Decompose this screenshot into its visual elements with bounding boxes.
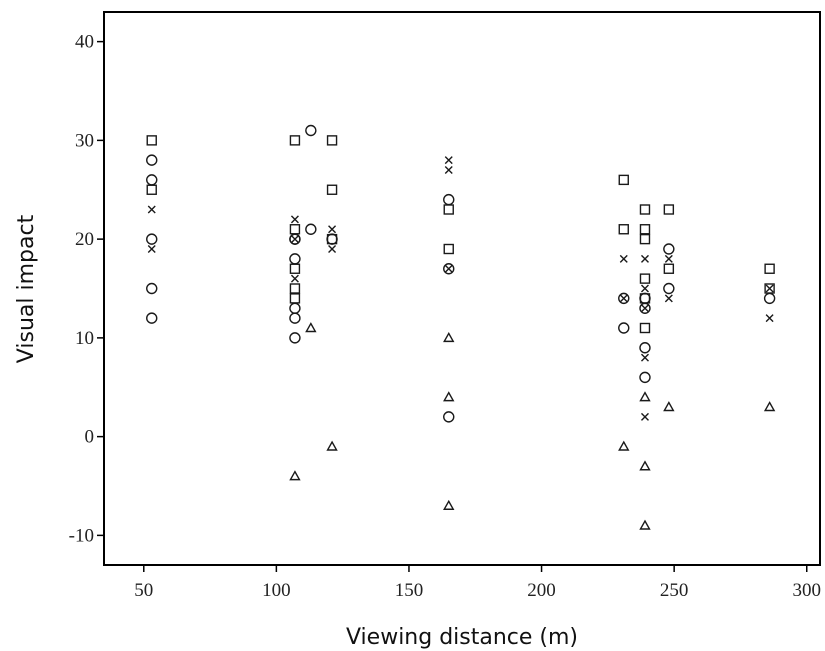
circle-marker [289, 302, 301, 314]
cross-marker [147, 205, 156, 214]
circle-marker [146, 312, 158, 324]
y-axis: -10 0 10 20 30 40 [69, 32, 104, 546]
cross-marker [328, 225, 337, 234]
x-axis-title: Viewing distance (m) [346, 625, 578, 650]
cross-marker [640, 412, 649, 421]
circle-cross-marker [443, 263, 455, 275]
cross-marker [444, 156, 453, 165]
square-marker [639, 273, 651, 284]
y-axis-title: Visual impact [14, 214, 39, 363]
square-marker [289, 293, 301, 304]
square-marker [639, 204, 651, 215]
circle-marker [305, 124, 317, 137]
y-tick-label: 10 [75, 328, 94, 349]
square-marker [764, 263, 775, 274]
circle-marker [146, 282, 158, 295]
circle-marker [639, 371, 651, 384]
y-tick-label: 30 [75, 130, 94, 151]
square-marker [663, 263, 675, 274]
square-marker [289, 135, 301, 146]
square-marker [443, 204, 454, 215]
circle-marker [305, 223, 317, 235]
cross-marker [765, 314, 774, 323]
plot-frame [103, 11, 821, 566]
x-tick-label: 150 [395, 580, 424, 601]
square-marker [618, 174, 629, 186]
triangle-marker [443, 499, 455, 510]
triangle-marker [289, 470, 301, 481]
x-tick-label: 300 [792, 580, 821, 601]
square-marker [146, 135, 157, 146]
square-marker [146, 184, 157, 195]
cross-marker [640, 254, 649, 263]
cross-marker [147, 245, 156, 253]
square-marker [639, 224, 651, 235]
triangle-marker [618, 440, 630, 451]
x-tick-label: 50 [134, 580, 153, 601]
triangle-marker [663, 401, 675, 412]
square-marker [326, 135, 338, 146]
circle-marker [443, 411, 455, 423]
circle-marker [443, 193, 455, 206]
x-axis: 50 100 150 200 250 300 [134, 565, 821, 601]
triangle-marker [326, 440, 338, 451]
circle-marker [618, 322, 630, 334]
cross-marker [640, 304, 649, 313]
x-tick-label: 100 [262, 580, 291, 601]
cross-marker [664, 254, 673, 263]
square-marker [639, 322, 651, 334]
square-marker [289, 263, 301, 274]
cross-marker [444, 166, 453, 174]
square-marker [289, 283, 301, 294]
circle-marker [289, 253, 301, 265]
x-tick-label: 250 [660, 580, 689, 601]
circle-marker [326, 233, 338, 245]
y-tick-label: 0 [85, 427, 95, 448]
circle-marker [763, 292, 776, 305]
square-marker [618, 224, 629, 235]
circle-marker [663, 243, 675, 255]
triangle-marker [639, 519, 651, 530]
circle-marker [289, 312, 301, 324]
triangle-marker [763, 401, 776, 412]
triangle-marker [305, 322, 317, 333]
data-markers [146, 124, 776, 530]
triangle-marker [639, 460, 651, 471]
cross-marker [765, 284, 774, 293]
triangle-marker [639, 391, 651, 402]
cross-marker [328, 245, 337, 253]
cross-marker [290, 215, 299, 224]
cross-marker [640, 353, 649, 362]
x-tick-label: 200 [527, 580, 556, 601]
cross-marker [664, 294, 673, 303]
y-tick-label: 40 [75, 32, 94, 53]
circle-marker [146, 154, 158, 166]
y-tick-label: -10 [69, 525, 94, 546]
cross-marker [290, 274, 299, 283]
circle-marker [639, 342, 651, 354]
square-marker [443, 243, 454, 255]
circle-marker [639, 302, 651, 314]
circle-marker [663, 282, 675, 295]
cross-marker [619, 254, 628, 263]
triangle-marker [443, 391, 455, 402]
circle-marker [146, 233, 158, 245]
circle-marker [639, 292, 651, 305]
circle-marker [146, 174, 158, 186]
circle-marker [289, 332, 301, 344]
y-tick-label: 20 [75, 229, 94, 250]
square-marker [663, 204, 675, 215]
circle-cross-marker [618, 292, 630, 305]
square-marker [639, 233, 651, 245]
square-marker [289, 224, 301, 235]
square-marker [326, 184, 338, 195]
cross-marker [640, 284, 649, 293]
circle-cross-marker [289, 233, 301, 245]
triangle-marker [443, 331, 455, 343]
